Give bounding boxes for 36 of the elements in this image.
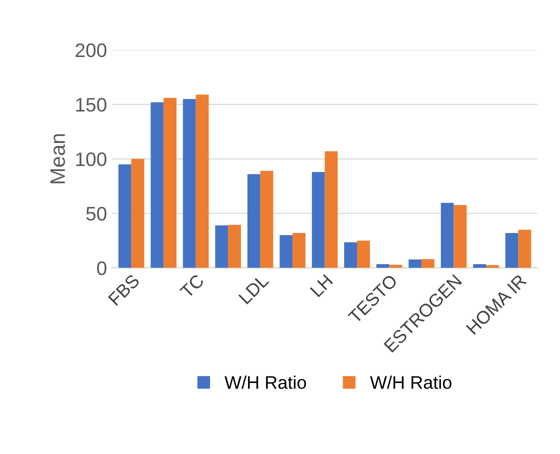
bar bbox=[164, 98, 176, 268]
bar bbox=[473, 264, 486, 268]
bar bbox=[280, 235, 293, 268]
bar bbox=[215, 225, 228, 268]
bar bbox=[312, 172, 325, 268]
x-tick-label: LDL bbox=[238, 274, 270, 304]
x-tick-label: LH bbox=[310, 274, 334, 298]
y-tick-label: 50 bbox=[86, 206, 106, 221]
bar bbox=[182, 98, 196, 268]
y-tick-label: 0 bbox=[97, 261, 106, 276]
y-axis-title: Mean bbox=[50, 134, 66, 184]
legend-label: W/H Ratio bbox=[224, 376, 306, 389]
bar bbox=[150, 102, 164, 268]
bar bbox=[292, 232, 306, 268]
x-tick-label: TC bbox=[179, 274, 205, 299]
y-tick-label: 100 bbox=[76, 152, 106, 166]
bar bbox=[440, 202, 454, 268]
bar bbox=[118, 164, 132, 268]
bar bbox=[454, 204, 467, 268]
bar bbox=[324, 151, 338, 268]
bar bbox=[131, 158, 144, 268]
bar bbox=[196, 94, 209, 268]
bar bbox=[422, 259, 434, 268]
bar bbox=[344, 242, 358, 268]
bar bbox=[505, 232, 518, 268]
legend-label: W/H Ratio bbox=[370, 376, 452, 389]
y-tick-label: 150 bbox=[76, 98, 106, 112]
bar bbox=[260, 170, 274, 268]
bar bbox=[518, 230, 532, 268]
bar bbox=[486, 265, 499, 268]
bar bbox=[408, 259, 422, 268]
bar bbox=[228, 224, 241, 268]
bar bbox=[376, 264, 390, 268]
bar bbox=[247, 174, 260, 268]
y-tick-label: 200 bbox=[76, 43, 106, 58]
bar bbox=[357, 240, 370, 268]
